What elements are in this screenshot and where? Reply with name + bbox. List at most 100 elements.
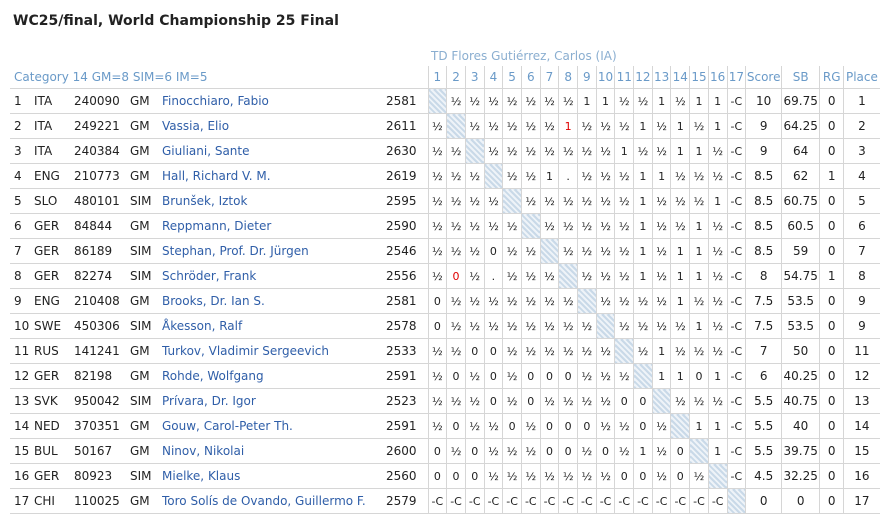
- result: ½: [464, 288, 485, 314]
- player-name[interactable]: Mielke, Klaus: [162, 463, 386, 489]
- player-name[interactable]: Brunšek, Iztok: [162, 188, 386, 214]
- player-title: SIM: [130, 188, 162, 214]
- result: ½: [595, 388, 615, 414]
- result: 1: [633, 263, 653, 289]
- diagonal-cell: [502, 188, 522, 214]
- player-id: 84844: [74, 213, 130, 239]
- column-header: 12: [633, 66, 653, 89]
- result: ½: [520, 113, 541, 139]
- result: ½: [539, 388, 559, 414]
- sb: 39.75: [781, 438, 820, 464]
- result: ½: [427, 238, 447, 264]
- column-header: Place: [843, 66, 880, 89]
- result: ½: [651, 188, 671, 214]
- result: 0: [558, 363, 578, 389]
- player-name[interactable]: Brooks, Dr. Ian S.: [162, 288, 386, 314]
- player-name[interactable]: Schröder, Frank: [162, 263, 386, 289]
- score: 5.5: [745, 413, 782, 439]
- score: 5.5: [745, 388, 782, 414]
- player-name[interactable]: Reppmann, Dieter: [162, 213, 386, 239]
- result: 1: [689, 238, 709, 264]
- score: 8.5: [745, 238, 782, 264]
- result: ½: [651, 113, 671, 139]
- player-name[interactable]: Stephan, Prof. Dr. Jürgen: [162, 238, 386, 264]
- result: ½: [539, 138, 559, 164]
- result: ½: [464, 413, 485, 439]
- player-id: 80923: [74, 463, 130, 489]
- column-header: 10: [595, 66, 615, 89]
- result: 1: [651, 88, 671, 114]
- sb: 59: [781, 238, 820, 264]
- sb: 40.25: [781, 363, 820, 389]
- player-name[interactable]: Hall, Richard V. M.: [162, 163, 386, 189]
- place: 12: [843, 363, 880, 389]
- player-name[interactable]: Finocchiaro, Fabio: [162, 88, 386, 114]
- result: 0: [670, 463, 690, 489]
- player-name[interactable]: Åkesson, Ralf: [162, 313, 386, 339]
- result: ½: [577, 463, 597, 489]
- result: ½: [483, 438, 503, 464]
- result: ½: [539, 113, 559, 139]
- result: ½: [483, 188, 503, 214]
- player-name[interactable]: Ninov, Nikolai: [162, 438, 386, 464]
- sb: 60.75: [781, 188, 820, 214]
- result: 0: [520, 388, 541, 414]
- sb: 54.75: [781, 263, 820, 289]
- player-name[interactable]: Vassia, Elio: [162, 113, 386, 139]
- result: ½: [689, 113, 709, 139]
- result: 0: [614, 388, 634, 414]
- result: ½: [520, 438, 541, 464]
- result: -C: [726, 213, 746, 239]
- player-name[interactable]: Prívara, Dr. Igor: [162, 388, 386, 414]
- result: 1: [633, 113, 653, 139]
- result: ½: [577, 438, 597, 464]
- result: ½: [614, 213, 634, 239]
- result: ½: [707, 313, 727, 339]
- diagonal-cell: [577, 288, 597, 314]
- player-name[interactable]: Turkov, Vladimir Sergeevich: [162, 338, 386, 364]
- result: 0: [427, 463, 447, 489]
- tournament-director: TD Flores Gutiérrez, Carlos (IA): [431, 49, 617, 63]
- result: ½: [520, 413, 541, 439]
- result: -C: [651, 488, 671, 514]
- player-title: GM: [130, 288, 162, 314]
- result: -C: [670, 488, 690, 514]
- result: ½: [595, 338, 615, 364]
- result: ½: [614, 263, 634, 289]
- diagonal-cell: [670, 413, 690, 439]
- rating: 2590: [386, 213, 428, 239]
- result: 1: [707, 113, 727, 139]
- result: .: [558, 163, 578, 189]
- player-name[interactable]: Rohde, Wolfgang: [162, 363, 386, 389]
- sb: 0: [781, 488, 820, 514]
- result: ½: [577, 238, 597, 264]
- result: ½: [707, 288, 727, 314]
- rank: 17: [10, 488, 34, 514]
- result: -C: [464, 488, 485, 514]
- result: ½: [670, 213, 690, 239]
- player-id: 110025: [74, 488, 130, 514]
- player-id: 240384: [74, 138, 130, 164]
- result: ½: [483, 113, 503, 139]
- result: ½: [539, 88, 559, 114]
- result: ½: [633, 288, 653, 314]
- result: -C: [539, 488, 559, 514]
- place: 1: [843, 88, 880, 114]
- result: ½: [614, 313, 634, 339]
- federation: GER: [34, 363, 74, 389]
- player-name[interactable]: Gouw, Carol-Peter Th.: [162, 413, 386, 439]
- result: ½: [446, 438, 466, 464]
- score: 0: [745, 488, 782, 514]
- result: 1: [689, 88, 709, 114]
- rating: 2591: [386, 413, 428, 439]
- player-name[interactable]: Giuliani, Sante: [162, 138, 386, 164]
- rg: 0: [819, 213, 844, 239]
- sb: 40: [781, 413, 820, 439]
- result: 0: [539, 413, 559, 439]
- player-name[interactable]: Toro Solís de Ovando, Guillermo F.: [162, 488, 386, 514]
- result: ½: [446, 138, 466, 164]
- rank: 9: [10, 288, 34, 314]
- result: ½: [670, 88, 690, 114]
- result: ½: [464, 163, 485, 189]
- score: 7.5: [745, 288, 782, 314]
